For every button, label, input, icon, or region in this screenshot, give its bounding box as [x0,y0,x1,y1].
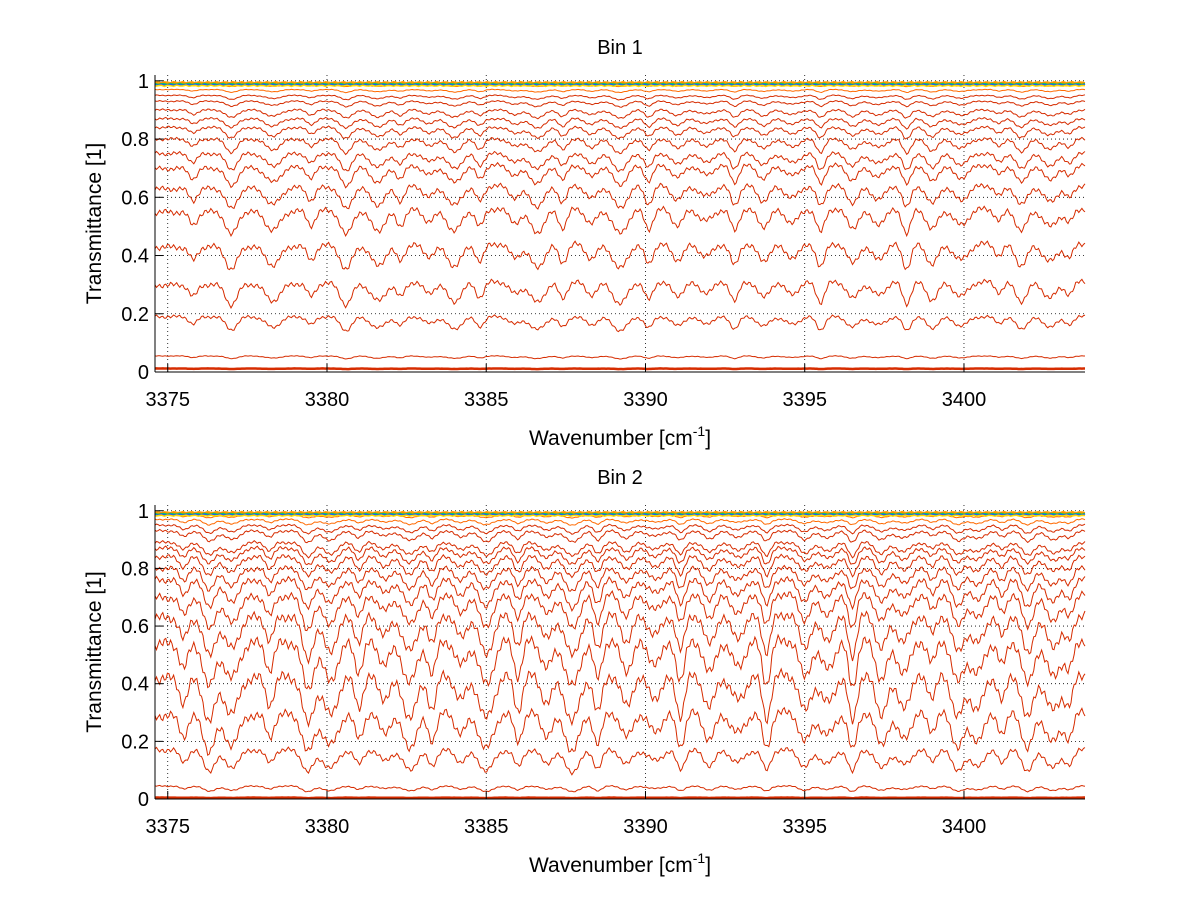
bin-2-y-tick-label-4: 0.8 [121,558,149,580]
bin-2-series-8 [154,590,1086,632]
bin-1-series-1 [154,367,1085,371]
bin-2-series-1 [154,796,1085,800]
bin-1-y-tick-label-4: 0.8 [121,129,149,151]
bin-1-series-9 [154,150,1086,173]
bin-1-y-label: Transmittance [1] [83,143,106,304]
bin-1-series-6 [154,205,1086,238]
bin-1-top-band-5 [154,84,1086,88]
bin-2-series-7 [154,610,1086,665]
bin-1-series-4 [154,278,1086,309]
bin-2-series-9 [154,575,1086,612]
bin-1-series-13 [154,108,1086,120]
bin-2-x-label: Wavenumber [cm-1] [529,850,711,877]
bin-2-series-2 [154,784,1086,793]
bin-1-series-2 [154,355,1085,360]
bin-2-x-tick-label-3380: 3380 [305,816,350,838]
bin-2-series-11 [154,553,1086,579]
bin-1-y-tick-label-2: 0.4 [121,246,149,268]
bin-1-x-tick-label-3375: 3375 [145,389,190,411]
bin-1-title: Bin 1 [597,37,643,59]
bin-1-x-tick-label-3380: 3380 [305,389,350,411]
bin-2-series-14 [154,528,1086,544]
bin-2-series [154,510,1086,800]
bin-2-x-tick-label-3375: 3375 [145,816,190,838]
bin-1-x-tick-label-3385: 3385 [464,389,509,411]
bin-2-series-15 [154,523,1086,535]
bin-2-y-label: Transmittance [1] [83,571,106,732]
bin-2-x-label-text: Wavenumber [cm [529,854,693,877]
bin-2-series-6 [154,633,1086,690]
bin-2-x-label-superscript: -1 [693,850,706,866]
bin-1-series-5 [154,240,1086,271]
panel-bin-1: 3375 3380 3385 3390 3395 3400 0 0.2 0.4 0.6 0.8 1 Bi… [83,37,1086,450]
bin-1-series-7 [154,182,1086,210]
bin-2-y-tick-label-0: 0 [138,789,149,811]
panel-bin-2: 3375 3380 3385 3390 3395 3400 0 0.2 0.4 0.6 0.8 1 Bi… [83,467,1086,877]
bin-2-x-tick-label-3390: 3390 [623,816,668,838]
bin-1-series-15 [154,94,1086,101]
bin-2-y-tick-label-2: 0.4 [121,674,149,696]
bin-2-y-tick-label-5: 1 [138,501,149,523]
bin-2-x-tick-label-3395: 3395 [782,816,827,838]
bin-1-x-label: Wavenumber [cm-1] [529,423,711,450]
bin-2-series-12 [154,545,1086,566]
bin-1-x-tick-label-3390: 3390 [623,389,668,411]
bin-2-x-tick-label-3385: 3385 [464,816,509,838]
bin-2-series-4 [154,706,1086,757]
bin-2-top-band-5 [154,514,1086,517]
bin-1-x-label-superscript: -1 [693,423,706,439]
bin-2-title: Bin 2 [597,467,643,489]
bin-1-series-11 [154,125,1086,140]
bin-1-series-16 [154,88,1086,94]
bin-2-series-16 [154,518,1086,526]
bin-2-series-10 [154,564,1086,593]
bin-2-x-label-end: ] [705,854,711,877]
bin-1-x-tick-label-3400: 3400 [942,389,987,411]
bin-2-y-tick-label-3: 0.6 [121,616,149,638]
bin-2-series-5 [154,667,1086,728]
bin-2-y-tick-label-1: 0.2 [121,731,149,753]
bin-1-series-10 [154,136,1086,156]
bin-1-series-12 [154,116,1086,130]
bin-1-x-tick-label-3395: 3395 [782,389,827,411]
bin-1-series-14 [154,99,1086,108]
bin-2-x-tick-label-3400: 3400 [942,816,987,838]
bin-2-series-3 [154,746,1086,776]
bin-1-x-label-text: Wavenumber [cm [529,427,693,450]
bin-1-y-tick-label-3: 0.6 [121,187,149,209]
bin-2-plot-area [155,505,1085,799]
bin-1-y-tick-label-5: 1 [138,71,149,93]
bin-1-series-8 [154,161,1086,189]
bin-1-y-tick-label-0: 0 [138,362,149,384]
bin-1-x-label-end: ] [705,427,711,450]
bin-2-series-13 [154,539,1086,559]
bin-1-y-tick-label-1: 0.2 [121,304,149,326]
bin-1-series-3 [154,314,1086,333]
bin-1-series [154,80,1086,371]
